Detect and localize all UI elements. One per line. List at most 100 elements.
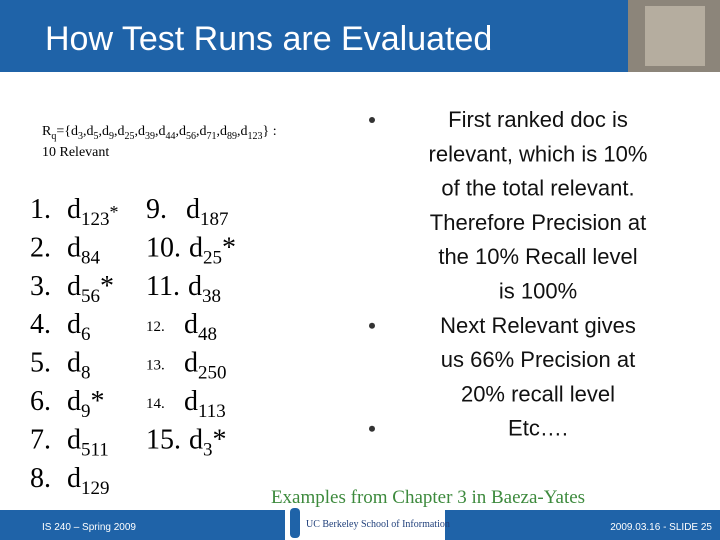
rank-number: 1. <box>30 194 51 225</box>
doc-sub: 84 <box>81 247 101 268</box>
doc-letter: d <box>67 194 81 225</box>
doc-letter: d <box>67 348 81 379</box>
set-doc-sub: 123 <box>247 131 262 142</box>
doc-letter: d <box>67 271 81 302</box>
bullet-line: First ranked doc is <box>448 107 628 132</box>
set-name-sub: q <box>51 131 56 142</box>
ranked-doc: d6 <box>67 309 91 345</box>
doc-sub: 187 <box>200 209 229 230</box>
set-doc: d <box>138 124 145 139</box>
rank-number: 8. <box>30 463 51 494</box>
ranked-doc: d48 <box>184 309 217 345</box>
doc-sub: 6 <box>81 324 91 345</box>
header-bar <box>0 0 720 72</box>
bullet-line: 20% recall level <box>461 381 615 406</box>
ranked-doc: d9* <box>67 386 105 422</box>
set-doc: d <box>86 124 93 139</box>
rank-number: 13. <box>146 358 165 374</box>
footer-slide: 2009.03.16 - SLIDE 25 <box>610 522 712 533</box>
rank-number: 12. <box>146 319 165 335</box>
doc-sub: 48 <box>198 324 217 345</box>
set-doc-sub: 89 <box>227 131 237 142</box>
set-doc-sub: 71 <box>206 131 216 142</box>
set-separator: , <box>134 124 138 139</box>
bullet-line: Therefore Precision at <box>430 210 646 235</box>
set-doc-sub: 56 <box>186 131 196 142</box>
bullet-line: relevant, which is 10% <box>429 141 648 166</box>
set-separator: , <box>175 124 179 139</box>
header-photo-detail <box>645 6 705 66</box>
doc-sub: 511 <box>81 439 109 460</box>
doc-letter: d <box>188 271 202 302</box>
logo-text: UC Berkeley School of Information <box>306 519 450 530</box>
doc-letter: d <box>189 424 203 455</box>
doc-sub: 250 <box>198 363 227 384</box>
ranked-doc: d84 <box>67 232 101 268</box>
rank-number: 14. <box>146 396 165 412</box>
bullet-list: First ranked doc is relevant, which is 10… <box>369 107 647 441</box>
doc-letter: d <box>184 309 198 340</box>
set-separator: , <box>216 124 220 139</box>
set-separator: , <box>196 124 200 139</box>
relevant-mark: * <box>213 424 227 455</box>
set-doc: d <box>220 124 227 139</box>
rank-number: 5. <box>30 348 51 379</box>
doc-sub: 3 <box>203 439 213 460</box>
source-note: Examples from Chapter 3 in Baeza-Yates <box>271 487 585 508</box>
rank-number: 6. <box>30 386 51 417</box>
bullet-line: of the total relevant. <box>441 176 634 201</box>
rank-number: 2. <box>30 232 51 263</box>
ranked-doc: d25* <box>189 232 236 268</box>
rank-number: 9. <box>146 194 167 225</box>
bullet-line: Etc…. <box>508 416 568 441</box>
bullet-line: is 100% <box>499 279 577 304</box>
ranked-doc: d129 <box>67 463 110 499</box>
bullet-line: Next Relevant gives <box>440 313 636 338</box>
rank-number: 15. <box>146 424 181 455</box>
set-doc: d <box>158 124 165 139</box>
doc-sub: 38 <box>202 286 221 307</box>
ranked-doc: d250 <box>184 348 227 384</box>
set-separator: , <box>155 124 159 139</box>
set-doc-sub: 39 <box>145 131 155 142</box>
doc-letter: d <box>186 194 200 225</box>
set-separator: , <box>237 124 241 139</box>
set-name: R <box>42 124 52 139</box>
logo-icon <box>290 508 300 538</box>
rank-number: 11. <box>146 271 180 302</box>
ranked-doc: d113 <box>184 386 226 422</box>
slide-title: How Test Runs are Evaluated <box>45 20 492 58</box>
doc-letter: d <box>184 386 198 417</box>
doc-letter: d <box>67 386 81 417</box>
set-doc-sub: 3 <box>78 131 83 142</box>
set-doc: d <box>117 124 124 139</box>
bullet-dot <box>369 117 375 123</box>
doc-sub: 123 <box>81 209 110 230</box>
footer-course: IS 240 – Spring 2009 <box>42 522 136 533</box>
bullet-line: the 10% Recall level <box>438 244 637 269</box>
set-doc-sub: 5 <box>93 131 98 142</box>
set-open: ={ <box>56 124 71 139</box>
bullet-line: us 66% Precision at <box>441 347 635 372</box>
left-content: Rq={d3,d5,d9,d25,d39,d44,d56,d71,d89,d12… <box>30 124 277 499</box>
set-doc: d <box>179 124 186 139</box>
set-doc: d <box>199 124 206 139</box>
set-separator: , <box>98 124 102 139</box>
doc-letter: d <box>189 232 203 263</box>
doc-letter: d <box>67 463 81 494</box>
logo-box <box>285 506 445 540</box>
doc-letter: d <box>67 309 81 340</box>
relevant-mark: * <box>110 202 119 222</box>
ranked-doc: d38 <box>188 271 221 307</box>
rank-number: 10. <box>146 232 181 263</box>
doc-letter: d <box>67 424 81 455</box>
set-doc-sub: 25 <box>124 131 134 142</box>
relevant-mark: * <box>100 271 114 302</box>
relevant-mark: * <box>91 386 105 417</box>
set-doc: d <box>102 124 109 139</box>
set-doc: d <box>71 124 78 139</box>
bullet-dot <box>369 322 375 329</box>
set-separator: , <box>114 124 118 139</box>
